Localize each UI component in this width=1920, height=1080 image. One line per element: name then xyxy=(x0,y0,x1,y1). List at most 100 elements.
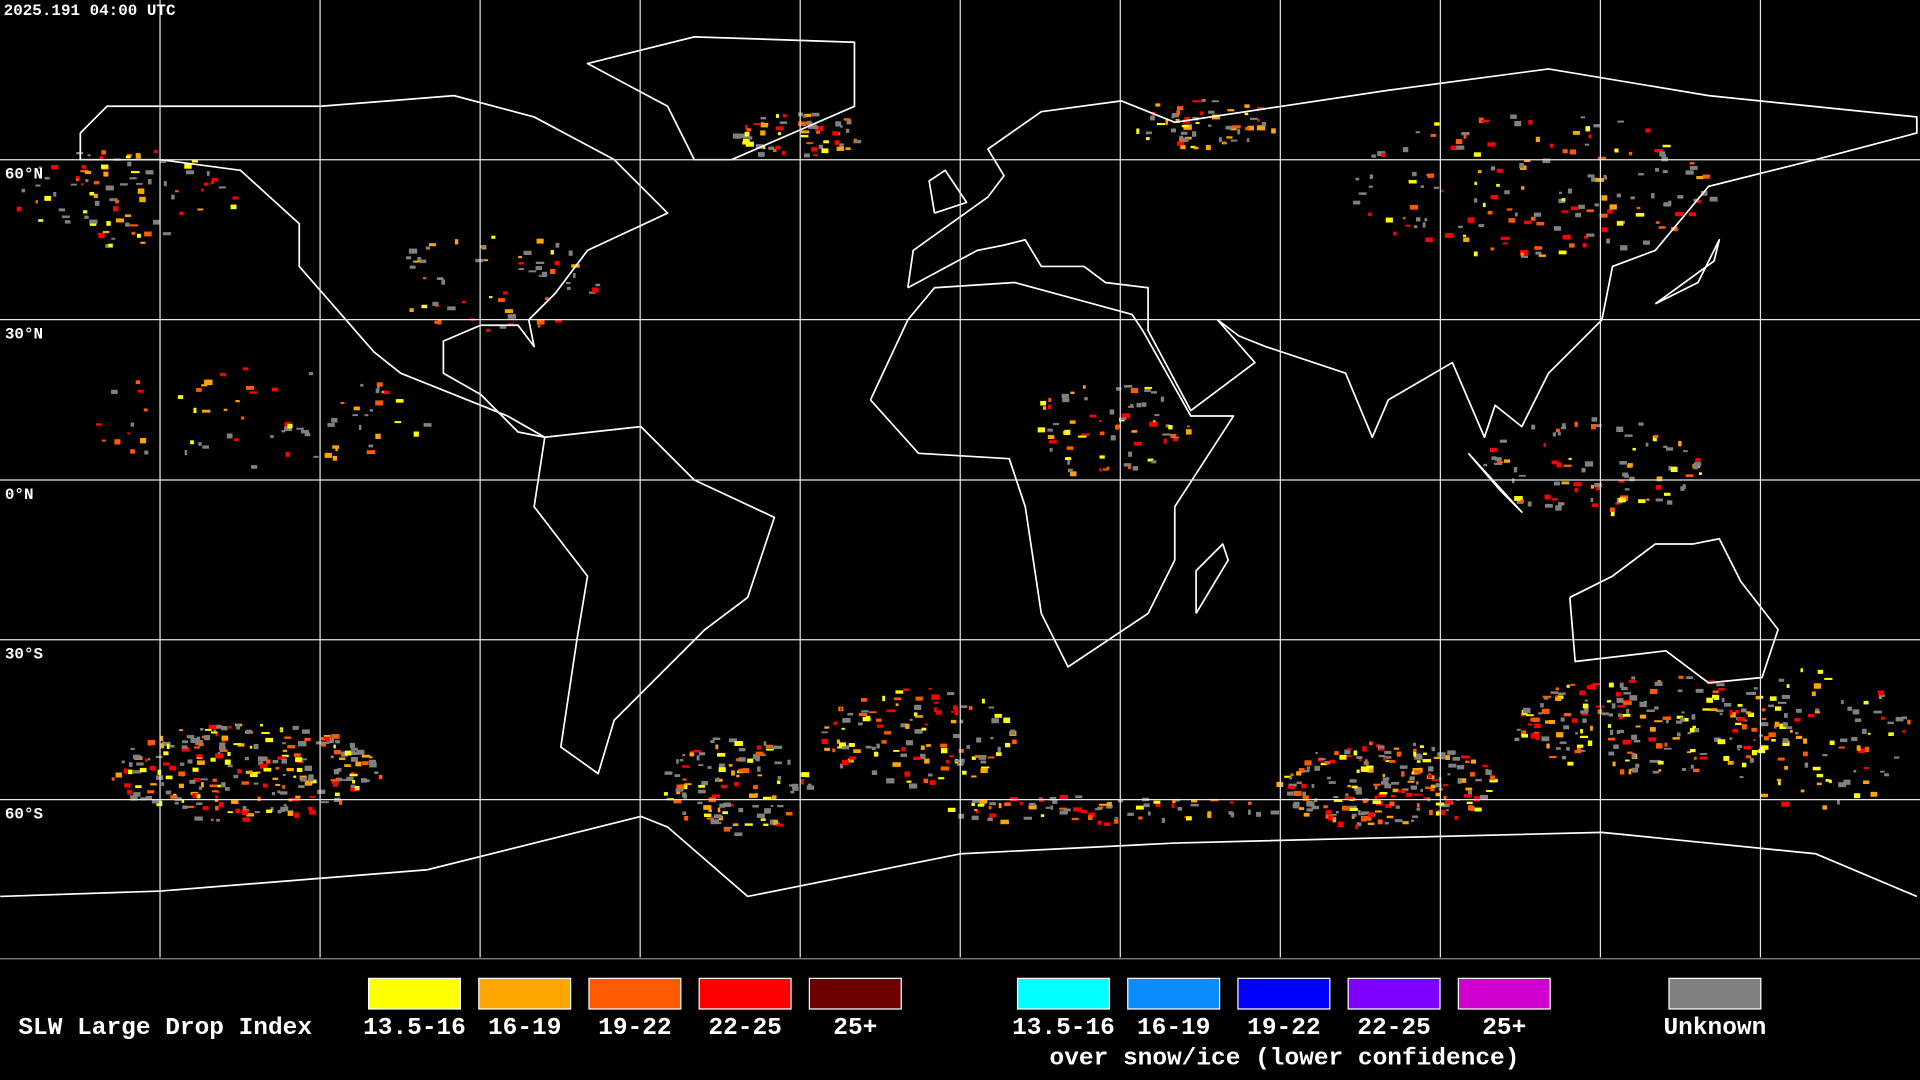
cloud-pixel xyxy=(1840,738,1848,743)
cloud-pixel xyxy=(1816,773,1824,778)
cloud-pixel xyxy=(847,758,854,763)
cloud-pixel xyxy=(914,715,923,718)
cloud-pixel xyxy=(818,144,824,149)
cloud-pixel xyxy=(976,809,979,814)
cloud-pixel xyxy=(839,143,844,149)
cloud-pixel xyxy=(137,188,145,194)
cloud-pixel xyxy=(720,784,728,789)
cloud-pixel xyxy=(1175,118,1180,123)
cloud-pixel xyxy=(1049,448,1053,452)
cloud-pixel xyxy=(1695,458,1701,463)
cloud-pixel xyxy=(555,242,560,248)
cloud-pixel xyxy=(927,773,933,777)
cloud-pixel xyxy=(1702,708,1711,711)
cloud-pixel xyxy=(498,298,505,302)
cloud-pixel xyxy=(1693,768,1700,773)
cloud-pixel xyxy=(732,133,742,139)
cloud-pixel xyxy=(998,803,1002,809)
cloud-pixel xyxy=(951,710,954,713)
cloud-pixel xyxy=(1688,212,1696,217)
cloud-pixel xyxy=(126,154,132,157)
legend-title: SLW Large Drop Index xyxy=(18,1015,312,1042)
cloud-pixel xyxy=(1187,425,1190,428)
cloud-pixel xyxy=(1155,802,1161,807)
cloud-pixel xyxy=(1888,732,1894,736)
cloud-pixel xyxy=(1822,754,1828,757)
cloud-pixel xyxy=(35,200,38,204)
cloud-pixel xyxy=(1378,755,1386,758)
cloud-pixel xyxy=(1760,745,1769,750)
cloud-pixel xyxy=(1737,744,1743,748)
cloud-pixel xyxy=(1659,151,1666,157)
cloud-pixel xyxy=(1624,488,1630,491)
cloud-pixel xyxy=(1551,460,1559,465)
cloud-pixel xyxy=(774,745,778,749)
cloud-pixel xyxy=(21,188,26,193)
cloud-pixel xyxy=(738,807,744,813)
cloud-pixel xyxy=(1351,815,1355,819)
cloud-pixel xyxy=(1195,122,1200,124)
cloud-pixel xyxy=(1071,817,1079,821)
cloud-pixel xyxy=(1536,221,1545,226)
cloud-pixel xyxy=(698,784,706,788)
cloud-pixel xyxy=(773,819,779,825)
cloud-pixel xyxy=(860,698,868,702)
cloud-pixel xyxy=(169,765,177,771)
cloud-pixel xyxy=(1191,799,1198,803)
cloud-pixel xyxy=(748,136,753,140)
legend-swatch xyxy=(588,977,682,1010)
cloud-pixel xyxy=(1735,722,1742,726)
cloud-pixel xyxy=(913,756,921,761)
cloud-pixel xyxy=(1616,730,1620,734)
cloud-pixel xyxy=(876,743,880,749)
cloud-pixel xyxy=(174,190,179,193)
cloud-pixel xyxy=(16,206,22,212)
cloud-pixel xyxy=(1413,225,1418,229)
cloud-pixel xyxy=(1389,801,1395,806)
cloud-pixel xyxy=(1381,152,1385,158)
cloud-pixel xyxy=(93,193,98,199)
cloud-pixel xyxy=(753,123,760,125)
cloud-pixel xyxy=(1424,786,1432,790)
cloud-pixel xyxy=(1463,134,1467,139)
cloud-pixel xyxy=(1374,785,1378,790)
cloud-pixel xyxy=(1690,165,1698,170)
cloud-pixel xyxy=(760,818,766,821)
cloud-pixel xyxy=(1099,431,1105,436)
cloud-pixel xyxy=(1455,139,1463,144)
cloud-pixel xyxy=(1864,746,1870,753)
cloud-pixel xyxy=(125,222,130,227)
cloud-pixel xyxy=(242,805,247,811)
cloud-pixel xyxy=(1562,234,1571,240)
cloud-pixel xyxy=(421,304,428,309)
cloud-pixel xyxy=(1349,779,1357,783)
cloud-pixel xyxy=(1136,402,1142,408)
cloud-pixel xyxy=(1601,227,1608,233)
cloud-pixel xyxy=(1413,793,1422,796)
cloud-pixel xyxy=(1751,750,1757,756)
cloud-pixel xyxy=(1657,760,1664,765)
cloud-pixel xyxy=(1650,193,1655,199)
cloud-pixel xyxy=(287,423,293,429)
cloud-pixel xyxy=(174,801,179,805)
cloud-pixel xyxy=(1045,806,1051,809)
cloud-pixel xyxy=(858,722,863,726)
cloud-pixel xyxy=(1729,709,1733,716)
cloud-pixel xyxy=(1567,761,1574,766)
cloud-pixel xyxy=(798,121,806,126)
cloud-pixel xyxy=(246,729,252,734)
cloud-pixel xyxy=(972,799,980,803)
cloud-pixel xyxy=(300,758,307,761)
legend: 13.5-16 16-19 19-22 22-25 25+ 13.5-16 16-19 19-… xyxy=(363,977,1766,1072)
cloud-pixel xyxy=(1028,802,1036,806)
cloud-pixel xyxy=(1156,122,1166,126)
cloud-pixel xyxy=(697,801,703,805)
cloud-pixel xyxy=(182,805,188,810)
cloud-pixel xyxy=(1595,178,1605,182)
cloud-pixel xyxy=(1527,723,1532,726)
cloud-pixel xyxy=(1427,774,1432,779)
cloud-pixel xyxy=(1287,785,1295,790)
cloud-pixel xyxy=(1306,801,1315,807)
cloud-pixel xyxy=(279,791,288,795)
cloud-pixel xyxy=(447,306,456,311)
